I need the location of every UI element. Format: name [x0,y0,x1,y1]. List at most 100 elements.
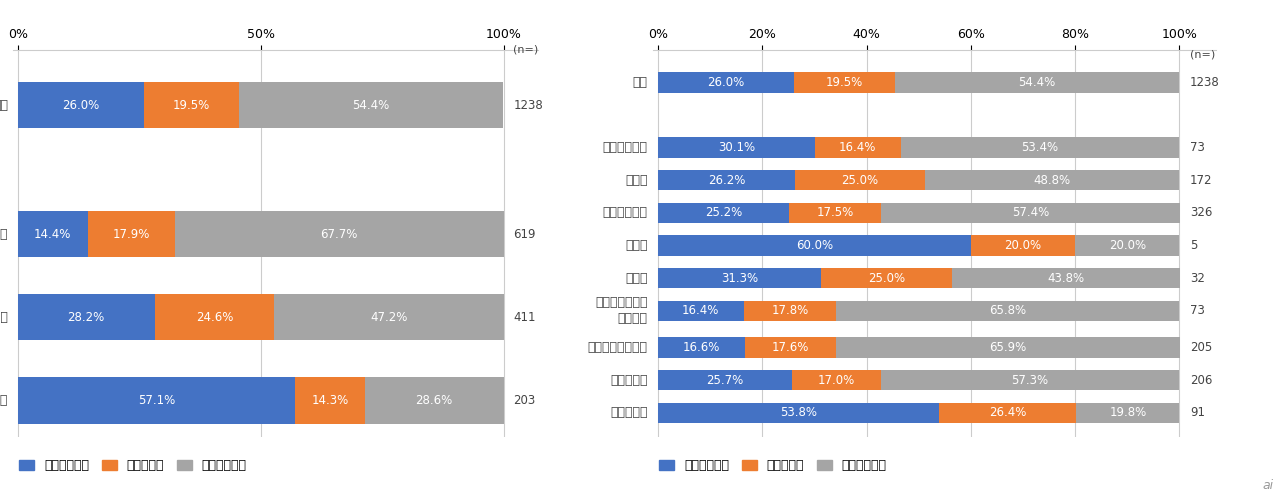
Text: 情報通信業: 情報通信業 [611,407,648,419]
Text: 32: 32 [1190,272,1204,285]
Text: 19.8%: 19.8% [1110,407,1147,419]
Text: 20.0%: 20.0% [1108,239,1146,252]
Bar [658,268,822,288]
Bar [658,301,744,321]
Text: 28.6%: 28.6% [416,394,453,407]
Text: 53.4%: 53.4% [1021,141,1059,154]
Text: サービス業: サービス業 [611,374,648,387]
Bar [951,268,1180,288]
Text: 50人以上300人未満: 50人以上300人未満 [0,311,8,324]
Text: 25.0%: 25.0% [868,272,905,285]
Bar [895,72,1179,92]
Text: 16.4%: 16.4% [840,141,877,154]
Text: 17.9%: 17.9% [113,228,150,241]
Text: 203: 203 [513,394,535,407]
Text: 205: 205 [1190,341,1212,354]
Legend: 実施している, 実施検討中, 実施予定無し: 実施している, 実施検討中, 実施予定無し [19,459,247,472]
Bar [658,337,745,358]
Text: 57.1%: 57.1% [138,394,175,407]
Bar [296,377,365,423]
Bar [881,203,1180,223]
Text: 619: 619 [513,228,536,241]
Bar [658,370,792,391]
Text: 57.4%: 57.4% [1011,206,1050,219]
Text: 67.7%: 67.7% [320,228,358,241]
Text: 53.8%: 53.8% [780,407,817,419]
Bar [239,82,503,128]
Text: 60.0%: 60.0% [796,239,833,252]
Text: 24.6%: 24.6% [196,311,233,324]
Text: 卵売業: 卵売業 [625,174,648,187]
Bar [18,294,155,340]
Bar [87,211,174,257]
Bar [925,170,1179,190]
Text: ai: ai [1262,479,1274,492]
Text: 73: 73 [1190,304,1204,318]
Text: 43.8%: 43.8% [1047,272,1084,285]
Text: (n=): (n=) [1190,50,1215,60]
Bar [795,170,925,190]
Text: 54.4%: 54.4% [352,98,389,112]
Bar [836,301,1179,321]
Text: 26.0%: 26.0% [707,76,745,89]
Text: 28.2%: 28.2% [68,311,105,324]
Text: 建設業／不動産業: 建設業／不動産業 [588,341,648,354]
Text: 25.2%: 25.2% [705,206,742,219]
Text: 全体: 全体 [0,98,8,112]
Bar [972,236,1075,256]
Text: 工業／製造業: 工業／製造業 [603,206,648,219]
Bar [744,301,836,321]
Bar [745,337,836,358]
Bar [815,138,901,158]
Bar [658,236,972,256]
Text: 商業／小売業: 商業／小売業 [603,141,648,154]
Bar [658,203,790,223]
Text: 57.3%: 57.3% [1011,374,1048,387]
Bar [794,72,895,92]
Bar [658,170,795,190]
Text: 65.8%: 65.8% [989,304,1027,318]
Bar [658,403,938,423]
Bar [901,138,1179,158]
Bar [1076,403,1179,423]
Text: 全体: 全体 [632,76,648,89]
Text: 91: 91 [1190,407,1204,419]
Text: 25.7%: 25.7% [707,374,744,387]
Text: 16.4%: 16.4% [682,304,719,318]
Text: 16.6%: 16.6% [682,341,719,354]
Text: 26.0%: 26.0% [63,98,100,112]
Text: 26.2%: 26.2% [708,174,745,187]
Bar [836,337,1180,358]
Bar [881,370,1179,391]
Text: 172: 172 [1190,174,1212,187]
Text: 5: 5 [1190,239,1197,252]
Text: 26.4%: 26.4% [988,407,1027,419]
Bar [1075,236,1179,256]
Bar [18,82,145,128]
Text: 17.6%: 17.6% [772,341,809,354]
Text: 30.1%: 30.1% [718,141,755,154]
Bar [822,268,951,288]
Bar [174,211,503,257]
Text: 206: 206 [1190,374,1212,387]
Text: 19.5%: 19.5% [173,98,210,112]
Text: 17.0%: 17.0% [818,374,855,387]
Bar [938,403,1076,423]
Text: (n=): (n=) [513,44,539,54]
Text: 300人以上: 300人以上 [0,394,8,407]
Text: 17.5%: 17.5% [817,206,854,219]
Text: 1238: 1238 [513,98,543,112]
Bar [790,203,881,223]
Bar [365,377,503,423]
Text: 14.4%: 14.4% [35,228,72,241]
Bar [155,294,274,340]
Text: 金融業: 金融業 [625,272,648,285]
Bar [18,377,296,423]
Text: 411: 411 [513,311,536,324]
Text: 50人未満: 50人未満 [0,228,8,241]
Text: 1238: 1238 [1190,76,1220,89]
Text: 73: 73 [1190,141,1204,154]
Bar [274,294,503,340]
Text: 54.4%: 54.4% [1019,76,1056,89]
Bar [18,211,87,257]
